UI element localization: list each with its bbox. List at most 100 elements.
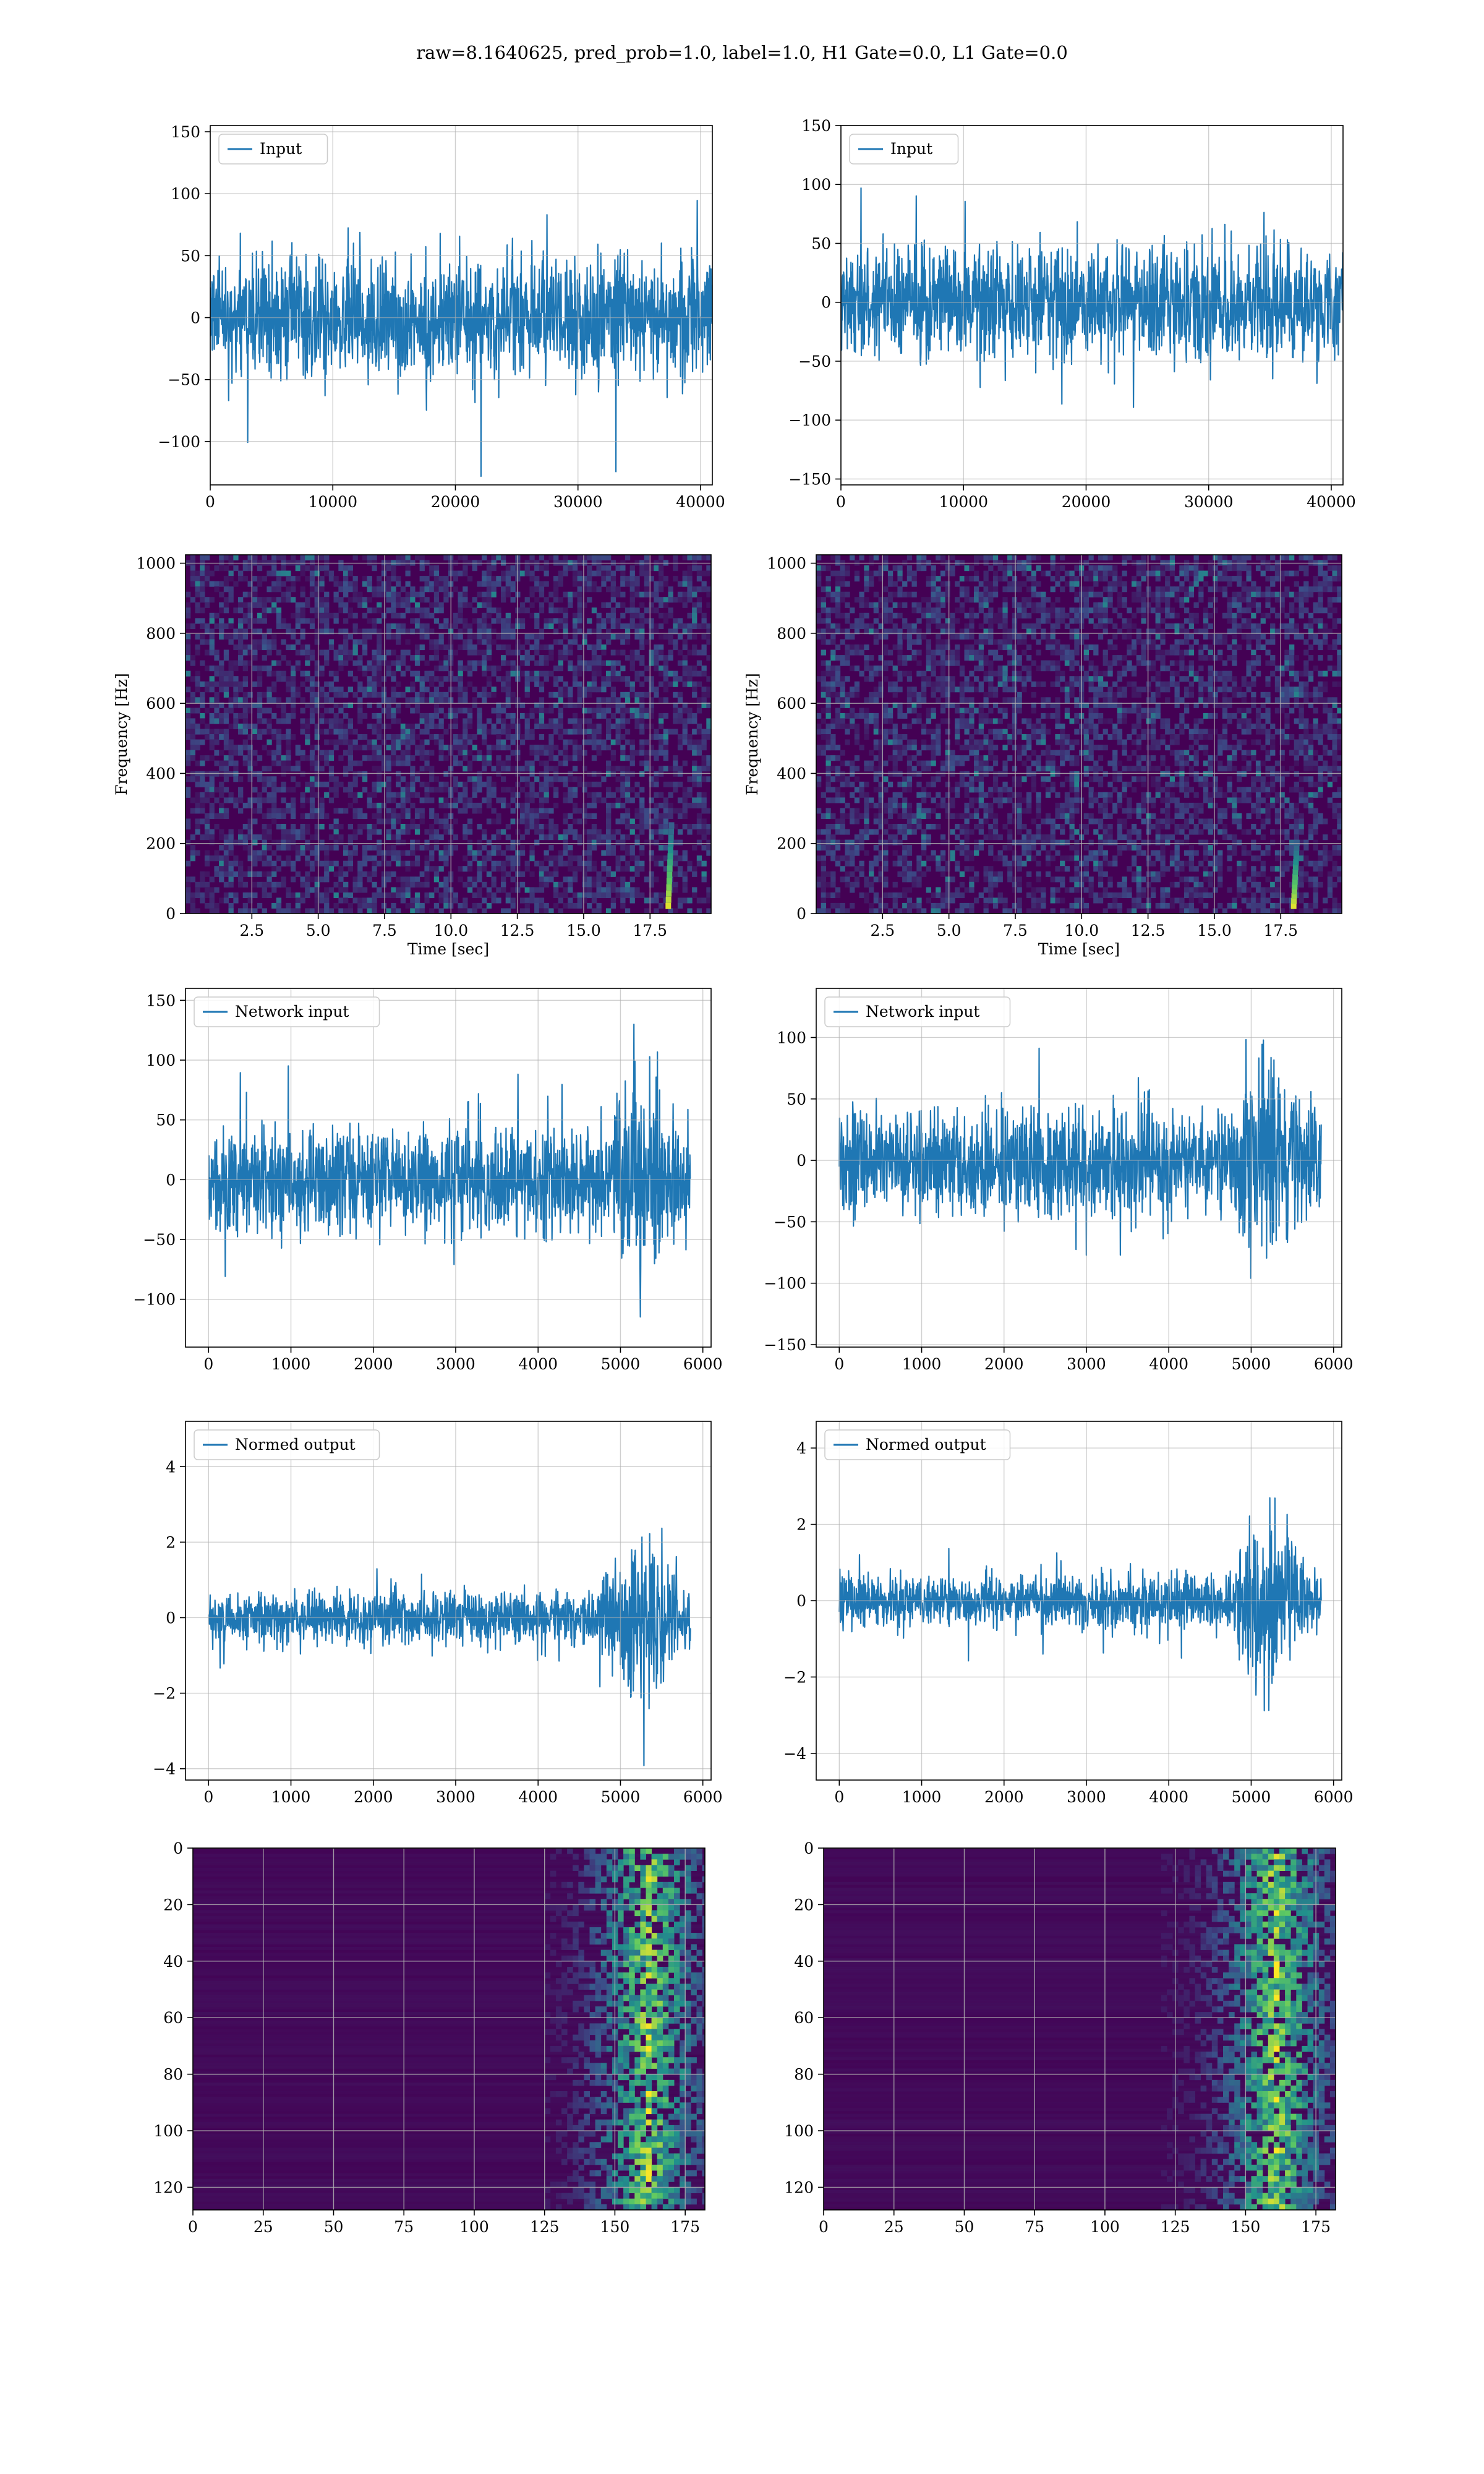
y-tick-label: 0: [173, 1839, 183, 1857]
x-tick-label: 2000: [354, 1788, 393, 1806]
chirp-mark: [1292, 878, 1298, 885]
y-tick-label: 200: [146, 835, 176, 853]
y-tick-label: 400: [146, 764, 176, 782]
x-tick-label: 125: [530, 2218, 560, 2236]
x-tick-label: 17.5: [1263, 922, 1298, 940]
x-tick-label: 2.5: [239, 922, 264, 940]
chart-l1-network-input: 0 1000 2000 3000 4000 5000 6000 −150 −100 −50 0 50 1…: [764, 988, 1353, 1373]
y-tick-label: 100: [153, 2122, 183, 2140]
chirp-mark: [666, 884, 672, 891]
chart-l1-normed-output: 0 1000 2000 3000 4000 5000 6000 −4 −2 0 2 4 Normed o…: [783, 1421, 1353, 1806]
x-tick-label: 10000: [939, 493, 988, 511]
x-tick-label: 4000: [518, 1355, 558, 1373]
legend-label: Network input: [235, 1003, 349, 1021]
chirp-mark: [668, 822, 675, 829]
chirp-mark: [1294, 849, 1300, 856]
x-tick-label: 175: [670, 2218, 700, 2236]
chirp-mark: [666, 890, 672, 897]
y-tick-label: 2: [166, 1533, 176, 1551]
y-tick-label: −150: [764, 1336, 806, 1354]
plot-area: [208, 1527, 691, 1766]
chirp-mark: [1291, 897, 1297, 904]
x-tick-label: 5000: [601, 1355, 641, 1373]
chirp-mark: [1293, 854, 1299, 861]
x-tick-label: 0: [203, 1355, 213, 1373]
chart-h1-feature-map: 0 25 50 75 100 125 150 175 0 20 40 60 80 100 120: [153, 1839, 706, 2236]
y-tick-label: 60: [794, 2009, 814, 2027]
chart-h1-normed-output: 0 1000 2000 3000 4000 5000 6000 −4 −2 0 2 4 Normed o…: [153, 1421, 722, 1806]
chirp-mark: [1291, 893, 1297, 899]
legend: Normed output: [194, 1429, 380, 1460]
y-tick-label: 100: [777, 1029, 806, 1047]
chart-l1-input: 0 10000 20000 30000 40000 −150 −100 −50 0 50 100 15…: [788, 117, 1355, 511]
y-tick-label: −50: [774, 1213, 806, 1231]
y-tick-label: −100: [788, 411, 831, 429]
y-tick-label: 2: [796, 1516, 806, 1534]
chirp-mark: [1292, 868, 1298, 875]
chirp-mark: [667, 853, 673, 860]
y-tick-label: −100: [764, 1275, 806, 1293]
x-tick-label: 1000: [902, 1788, 942, 1806]
plot-area: [838, 1038, 1322, 1279]
y-tick-label: 0: [796, 1592, 806, 1610]
y-axis-label: Frequency [Hz]: [113, 673, 130, 795]
y-axis-label: Frequency [Hz]: [743, 673, 761, 795]
y-tick-label: 0: [166, 1171, 176, 1189]
y-tick-label: 20: [163, 1896, 183, 1914]
y-tick-label: −2: [783, 1668, 806, 1686]
y-tick-label: 1000: [767, 555, 806, 573]
x-tick-label: 25: [884, 2218, 904, 2236]
x-tick-label: 75: [394, 2218, 414, 2236]
x-tick-label: 6000: [1314, 1788, 1354, 1806]
x-tick-label: 0: [188, 2218, 198, 2236]
y-tick-label: 120: [784, 2178, 814, 2196]
y-tick-label: 800: [146, 625, 176, 643]
series-line: [208, 1527, 691, 1766]
x-tick-label: 4000: [1149, 1788, 1188, 1806]
axes-frame: [192, 1847, 706, 2211]
chirp-mark: [668, 834, 674, 841]
legend-label: Normed output: [235, 1436, 356, 1453]
axes-frame: [185, 1421, 712, 1781]
x-tick-label: 175: [1301, 2218, 1331, 2236]
y-tick-label: 40: [794, 1953, 814, 1971]
legend-box: [849, 134, 959, 165]
x-tick-label: 1000: [271, 1788, 311, 1806]
x-tick-label: 10.0: [433, 922, 468, 940]
plot-area: [841, 187, 1343, 408]
y-tick-label: −100: [133, 1291, 176, 1309]
y-tick-label: 60: [163, 2009, 183, 2027]
y-tick-label: −100: [158, 433, 200, 451]
y-tick-label: 1000: [136, 555, 176, 573]
axes-frame: [823, 1847, 1336, 2211]
x-tick-label: 2000: [354, 1355, 393, 1373]
x-tick-label: 0: [834, 1788, 844, 1806]
y-tick-label: 0: [804, 1839, 814, 1857]
y-tick-label: 600: [777, 695, 806, 713]
legend-box: [194, 1429, 380, 1460]
x-tick-label: 20000: [431, 493, 480, 511]
legend: Normed output: [824, 1429, 1011, 1460]
legend-box: [824, 996, 1011, 1027]
x-tick-label: 40000: [676, 493, 725, 511]
legend-label: Network input: [866, 1003, 979, 1021]
chart-l1-spectrogram: 2.5 5.0 7.5 10.0 12.5 15.0 17.5 0 200 400 600 800 10…: [743, 554, 1342, 958]
y-tick-label: −50: [168, 371, 200, 389]
chirp-mark: [666, 878, 672, 884]
y-tick-label: 100: [784, 2122, 814, 2140]
x-tick-label: 6000: [683, 1788, 723, 1806]
x-tick-label: 7.5: [372, 922, 397, 940]
y-tick-label: −4: [153, 1760, 176, 1778]
series-line: [841, 187, 1343, 408]
y-tick-label: 0: [166, 1609, 176, 1627]
x-axis-label: Time [sec]: [407, 940, 489, 958]
x-tick-label: 5000: [1232, 1788, 1271, 1806]
x-tick-label: 0: [834, 1355, 844, 1373]
x-tick-label: 50: [955, 2218, 974, 2236]
y-tick-label: −50: [143, 1231, 176, 1249]
chart-h1-input: 0 10000 20000 30000 40000 −100 −50 0 50 100 150 Inp…: [158, 123, 725, 511]
chirp-mark: [667, 859, 673, 866]
x-tick-label: 1000: [902, 1355, 942, 1373]
legend: Network input: [194, 996, 380, 1027]
axes-frame: [816, 988, 1342, 1348]
